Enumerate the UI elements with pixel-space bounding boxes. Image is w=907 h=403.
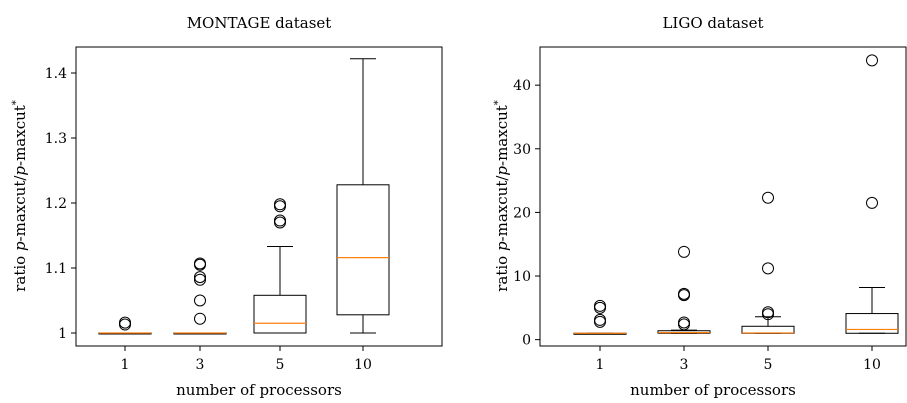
ligo-x-axis: 1 3 5 10 [596,346,881,373]
montage-outlier-point [194,257,206,270]
ligo-box-3 [657,245,711,334]
montage-plot-frame [75,46,443,347]
montage-y-tick-label: 1 [58,326,67,342]
montage-box-3 [173,257,227,335]
ligo-outlier-point [762,262,774,275]
montage-x-axis: 1 3 5 10 [121,346,372,373]
ligo-outlier-point [762,306,774,319]
ligo-outlier-point [678,316,690,329]
montage-box-10 [336,58,390,334]
montage-ylabel-m2: -maxcut [11,105,29,166]
ligo-y-tick-label: 10 [513,269,531,285]
montage-outlier-point [119,316,131,329]
montage-box-5 [253,198,307,334]
ligo-outlier-point [678,287,690,300]
ligo-x-tick-label: 5 [764,357,773,373]
ligo-ylabel-p1: p [493,241,511,251]
montage-ylabel-prefix: ratio [11,251,29,292]
montage-y-tick-label: 1.1 [45,261,67,277]
ligo-ylabel-p2: p [493,166,511,176]
ligo-ylabel-sup: * [493,100,504,105]
ligo-x-tick-label: 3 [680,357,689,373]
montage-x-tick-label: 5 [276,357,285,373]
montage-x-axis-label: number of processors [176,381,342,399]
ligo-plot-frame [539,46,907,347]
ligo-x-tick-label: 1 [596,357,605,373]
ligo-panel: LIGO dataset 0 10 20 30 40 1 3 5 10 number of p… [493,14,907,399]
ligo-y-tick-label: 40 [513,78,531,94]
ligo-boxes [573,54,899,335]
ligo-ylabel-m2: -maxcut [493,105,511,166]
ligo-y-tick-label: 0 [522,333,531,349]
montage-y-tick-label: 1.2 [45,196,67,212]
montage-outlier-point [194,312,206,325]
montage-panel: MONTAGE dataset 1 1.1 1.2 1.3 1.4 1 3 5 10 numb… [11,14,443,399]
montage-x-tick-label: 3 [196,357,205,373]
montage-y-axis: 1 1.1 1.2 1.3 1.4 [45,66,76,342]
ligo-x-tick-label: 10 [863,357,881,373]
montage-box-1 [98,316,152,335]
ligo-y-tick-label: 20 [513,205,531,221]
montage-ylabel-m1: -maxcut/ [11,175,29,242]
ligo-y-axis: 0 10 20 30 40 [513,78,540,349]
montage-outlier-point [274,198,286,211]
montage-iqr-box [253,294,307,334]
montage-outlier-point [194,271,206,284]
montage-y-tick-label: 1.3 [45,131,67,147]
montage-x-tick-label: 1 [121,357,130,373]
ligo-iqr-box [657,330,711,334]
ligo-outlier-point [866,196,878,209]
montage-y-tick-label: 1.4 [45,66,67,82]
montage-ylabel-p2: p [11,166,29,176]
ligo-chart-title: LIGO dataset [662,14,763,32]
ligo-box-10 [845,54,899,334]
ligo-outlier-point [762,191,774,204]
ligo-outlier-point [594,313,606,326]
ligo-box-5 [741,191,795,334]
montage-outlier-point [194,294,206,307]
montage-outlier-point [274,214,286,227]
ligo-iqr-box [741,325,795,334]
montage-outlier-point [194,273,206,286]
montage-x-tick-label: 10 [354,357,372,373]
montage-ylabel-p1: p [11,241,29,251]
ligo-ylabel-m1: -maxcut/ [493,175,511,242]
montage-chart-title: MONTAGE dataset [187,14,332,32]
montage-y-axis-label: ratio p-maxcut/p-maxcut* [11,100,29,292]
ligo-outlier-point [594,299,606,312]
montage-boxes [98,58,390,335]
ligo-y-tick-label: 30 [513,142,531,158]
ligo-ylabel-prefix: ratio [493,251,511,292]
ligo-y-axis-label: ratio p-maxcut/p-maxcut* [493,100,511,292]
ligo-x-axis-label: number of processors [630,381,796,399]
ligo-box-1 [573,299,627,335]
ligo-outlier-point [678,245,690,258]
montage-iqr-box [336,184,390,316]
ligo-iqr-box [845,313,899,334]
ligo-outlier-point [866,54,878,67]
montage-ylabel-sup: * [11,100,22,105]
